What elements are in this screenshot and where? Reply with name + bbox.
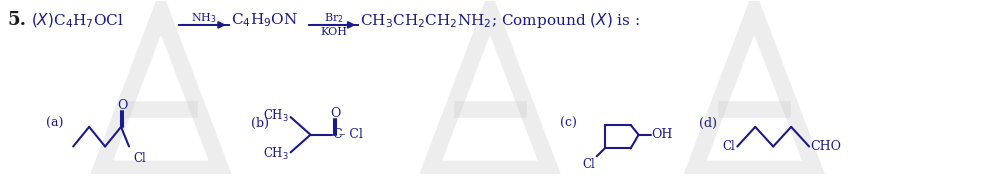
Text: (d): (d) bbox=[699, 117, 718, 130]
Text: Cl: Cl bbox=[723, 140, 736, 153]
Text: KOH: KOH bbox=[319, 27, 347, 37]
Text: Cl: Cl bbox=[582, 158, 595, 171]
Text: O: O bbox=[330, 107, 340, 120]
Text: C$_4$H$_9$ON: C$_4$H$_9$ON bbox=[231, 11, 298, 29]
Text: CHO: CHO bbox=[810, 140, 841, 153]
Text: OH: OH bbox=[652, 128, 672, 141]
Text: NH$_3$: NH$_3$ bbox=[191, 11, 217, 25]
Text: C: C bbox=[332, 128, 342, 141]
Text: (b): (b) bbox=[250, 117, 268, 130]
Text: (a): (a) bbox=[46, 117, 64, 130]
Text: CH$_3$CH$_2$CH$_2$NH$_2$; Compound $(X)$ is :: CH$_3$CH$_2$CH$_2$NH$_2$; Compound $(X)$… bbox=[360, 11, 640, 30]
Text: $(X)$C$_4$H$_7$OCl: $(X)$C$_4$H$_7$OCl bbox=[32, 11, 124, 30]
Text: – Cl: – Cl bbox=[339, 128, 363, 141]
Text: CH$_3$: CH$_3$ bbox=[262, 108, 289, 124]
Text: 5.: 5. bbox=[7, 11, 27, 29]
Text: Br$_2$: Br$_2$ bbox=[323, 11, 343, 25]
Text: CH$_3$: CH$_3$ bbox=[262, 146, 289, 162]
Text: Cl: Cl bbox=[133, 152, 146, 165]
Text: O: O bbox=[117, 99, 127, 112]
Text: (c): (c) bbox=[560, 117, 577, 130]
